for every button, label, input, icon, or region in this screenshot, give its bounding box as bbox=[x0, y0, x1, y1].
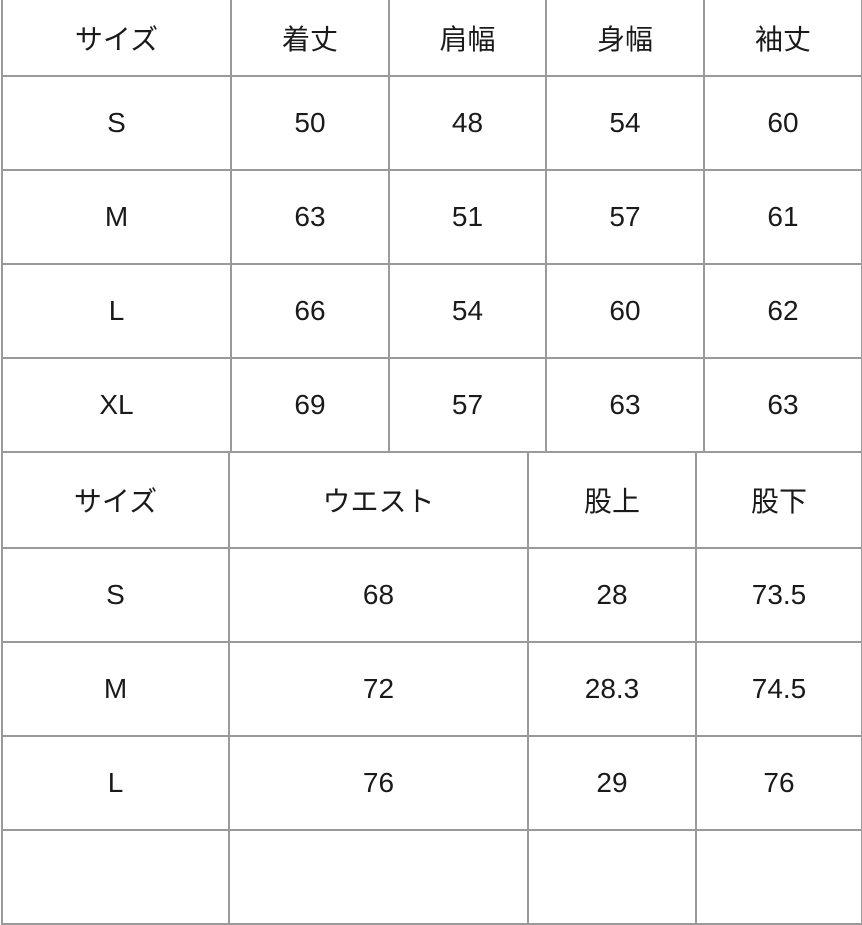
table-cell: 69 bbox=[230, 357, 390, 453]
table-cell bbox=[527, 829, 697, 925]
table-cell: 68 bbox=[228, 547, 529, 643]
table-row-cut-off bbox=[1, 829, 862, 925]
table-cell: S bbox=[1, 547, 230, 643]
table-cell: M bbox=[1, 169, 232, 265]
table-cell: 54 bbox=[388, 263, 547, 359]
header-cell: 身幅 bbox=[545, 0, 705, 77]
header-cell: ウエスト bbox=[228, 451, 529, 549]
table-cell: 48 bbox=[388, 75, 547, 171]
table-cell: 66 bbox=[230, 263, 390, 359]
table-cell: 60 bbox=[703, 75, 862, 171]
top-size-table: サイズ 着丈 肩幅 身幅 袖丈 S 50 48 54 60 M 63 51 57… bbox=[1, 0, 862, 453]
table-row: S 68 28 73.5 bbox=[1, 547, 862, 643]
table-cell bbox=[695, 829, 862, 925]
table-cell: 63 bbox=[230, 169, 390, 265]
table-cell: L bbox=[1, 735, 230, 831]
table-row: L 76 29 76 bbox=[1, 735, 862, 831]
table-cell: 73.5 bbox=[695, 547, 862, 643]
table-cell: XL bbox=[1, 357, 232, 453]
table-cell: 51 bbox=[388, 169, 547, 265]
table-cell: 63 bbox=[703, 357, 862, 453]
table-row: XL 69 57 63 63 bbox=[1, 357, 862, 453]
header-cell: 肩幅 bbox=[388, 0, 547, 77]
table-cell: 72 bbox=[228, 641, 529, 737]
table-cell bbox=[228, 829, 529, 925]
table-cell: 54 bbox=[545, 75, 705, 171]
table-cell: 61 bbox=[703, 169, 862, 265]
bottom-size-table: サイズ ウエスト 股上 股下 S 68 28 73.5 M 72 28.3 74… bbox=[1, 451, 862, 925]
table-cell: 63 bbox=[545, 357, 705, 453]
table-cell: 57 bbox=[545, 169, 705, 265]
table-cell: 28.3 bbox=[527, 641, 697, 737]
header-row: サイズ 着丈 肩幅 身幅 袖丈 bbox=[1, 0, 862, 77]
header-row: サイズ ウエスト 股上 股下 bbox=[1, 451, 862, 549]
table-cell: 62 bbox=[703, 263, 862, 359]
table-cell: 50 bbox=[230, 75, 390, 171]
header-cell: サイズ bbox=[1, 451, 230, 549]
table-cell: 60 bbox=[545, 263, 705, 359]
table-cell: 74.5 bbox=[695, 641, 862, 737]
header-cell: 股上 bbox=[527, 451, 697, 549]
table-cell: 76 bbox=[228, 735, 529, 831]
table-cell: S bbox=[1, 75, 232, 171]
header-cell: 袖丈 bbox=[703, 0, 862, 77]
table-cell: 29 bbox=[527, 735, 697, 831]
table-cell: 57 bbox=[388, 357, 547, 453]
table-cell: 28 bbox=[527, 547, 697, 643]
header-cell: 股下 bbox=[695, 451, 862, 549]
table-row: M 72 28.3 74.5 bbox=[1, 641, 862, 737]
header-cell: 着丈 bbox=[230, 0, 390, 77]
header-cell: サイズ bbox=[1, 0, 232, 77]
table-cell: L bbox=[1, 263, 232, 359]
table-cell: M bbox=[1, 641, 230, 737]
table-cell bbox=[1, 829, 230, 925]
table-cell: 76 bbox=[695, 735, 862, 831]
table-row: L 66 54 60 62 bbox=[1, 263, 862, 359]
table-row: M 63 51 57 61 bbox=[1, 169, 862, 265]
table-row: S 50 48 54 60 bbox=[1, 75, 862, 171]
